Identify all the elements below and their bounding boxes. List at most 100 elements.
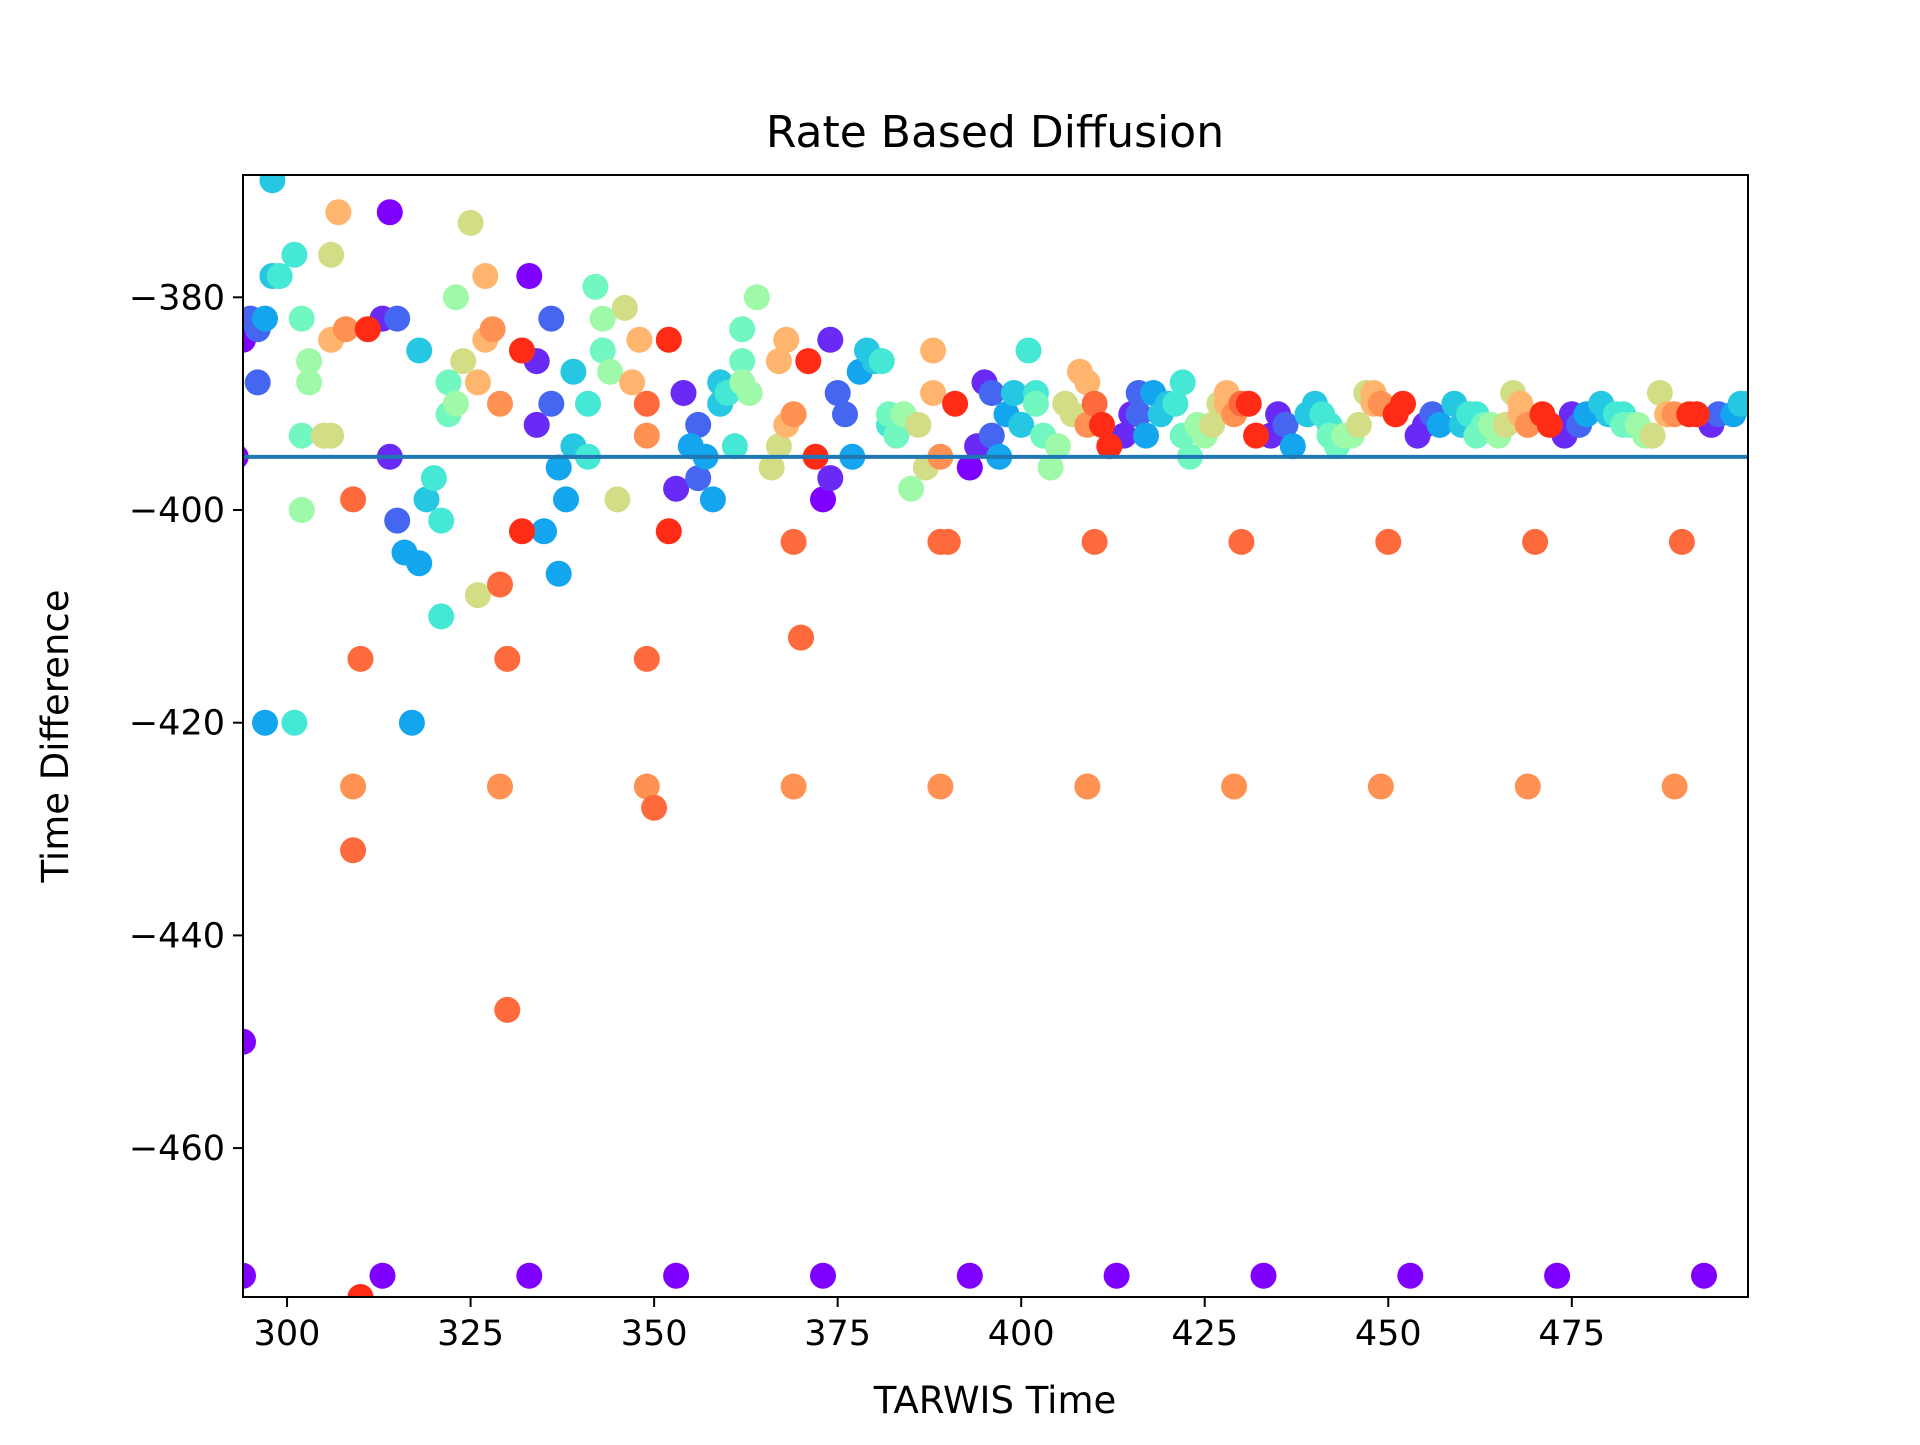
scatter-point (604, 486, 631, 513)
scatter-point (252, 305, 278, 332)
scatter-point (1522, 528, 1549, 555)
scatter-point (538, 305, 565, 332)
scatter-point (1279, 433, 1306, 460)
scatter-point (685, 465, 712, 492)
scatter-point (252, 709, 278, 736)
scatter-point (325, 199, 352, 226)
scatter-point (1015, 337, 1042, 364)
scatter-point (406, 337, 433, 364)
scatter-point (243, 1028, 256, 1055)
scatter-point (626, 326, 653, 353)
scatter-point (1544, 1262, 1571, 1289)
scatter-point (1037, 454, 1064, 481)
scatter-point (905, 411, 932, 438)
scatter-point (765, 348, 792, 375)
scatter-point (1044, 433, 1071, 460)
scatter-point (523, 411, 550, 438)
scatter-point (1668, 528, 1695, 555)
scatter-point (457, 209, 484, 236)
scatter-point (883, 422, 910, 449)
scatter-point (663, 475, 690, 502)
scatter-point (956, 1262, 983, 1289)
scatter-point (538, 390, 565, 417)
scatter-point (641, 794, 668, 821)
plot-frame (242, 174, 1749, 1298)
scatter-point (978, 380, 1005, 406)
scatter-point (633, 390, 660, 417)
scatter-point (509, 337, 535, 364)
scatter-point (589, 337, 616, 364)
scatter-point (487, 773, 513, 800)
scatter-point (1250, 1262, 1277, 1289)
scatter-point (589, 305, 616, 332)
scatter-point (531, 518, 557, 545)
scatter-point (978, 422, 1005, 449)
scatter-point (413, 486, 440, 513)
scatter-point (509, 518, 535, 545)
scatter-point (1390, 390, 1416, 417)
scatter-point (780, 773, 807, 800)
scatter-point (663, 1262, 690, 1289)
scatter-point (384, 507, 411, 534)
scatter-point (384, 305, 411, 332)
scatter-point (288, 305, 315, 332)
scatter-point (420, 465, 447, 492)
scatter-point (758, 454, 785, 481)
scatter-point (824, 380, 851, 406)
scatter-point (685, 411, 712, 438)
scatter-point (788, 624, 814, 651)
scatter-point (516, 1262, 543, 1289)
scatter-point (487, 390, 513, 417)
scatter-point (435, 369, 462, 396)
scatter-point (1221, 773, 1248, 800)
x-axis-label: TARWIS Time (873, 1379, 1117, 1422)
scatter-point (729, 348, 756, 375)
scatter-point (318, 241, 345, 268)
scatter-point (347, 1284, 374, 1297)
scatter-point (868, 348, 895, 375)
scatter-point (699, 486, 726, 513)
data-points (243, 175, 1748, 1297)
scatter-point (1514, 773, 1541, 800)
scatter-point (266, 263, 293, 289)
scatter-point (611, 294, 638, 321)
scatter-point (1000, 380, 1027, 406)
scatter-point (1397, 1262, 1424, 1289)
scatter-point (582, 273, 609, 300)
scatter-point (479, 316, 506, 343)
scatter-point (494, 996, 521, 1023)
scatter-point (677, 433, 704, 460)
scatter-point (288, 497, 315, 523)
scatter-point (406, 550, 433, 577)
scatter-point (633, 645, 660, 672)
scatter-point (376, 199, 403, 226)
scatter-point (1536, 411, 1563, 438)
scatter-point (369, 1262, 396, 1289)
scatter-point (832, 401, 858, 428)
scatter-point (553, 486, 579, 513)
scatter-point (398, 709, 425, 736)
scatter-point (1103, 1262, 1130, 1289)
scatter-point (956, 454, 983, 481)
x-tick-label: 400 (988, 1314, 1055, 1354)
scatter-point (340, 837, 367, 864)
scatter-point (773, 326, 800, 353)
x-tick-label: 350 (621, 1314, 688, 1354)
scatter-point (472, 263, 499, 289)
scatter-point (296, 369, 323, 396)
scatter-point (259, 175, 286, 194)
scatter-point (597, 358, 624, 385)
scatter-point (765, 433, 792, 460)
scatter-point (934, 528, 961, 555)
scatter-point (1426, 411, 1453, 438)
scatter-point (1367, 773, 1394, 800)
scatter-point (332, 316, 359, 343)
scatter-point (1074, 773, 1101, 800)
scatter-point (487, 571, 513, 598)
scatter-point (450, 348, 477, 375)
scatter-point (898, 475, 925, 502)
scatter-point (729, 369, 756, 396)
